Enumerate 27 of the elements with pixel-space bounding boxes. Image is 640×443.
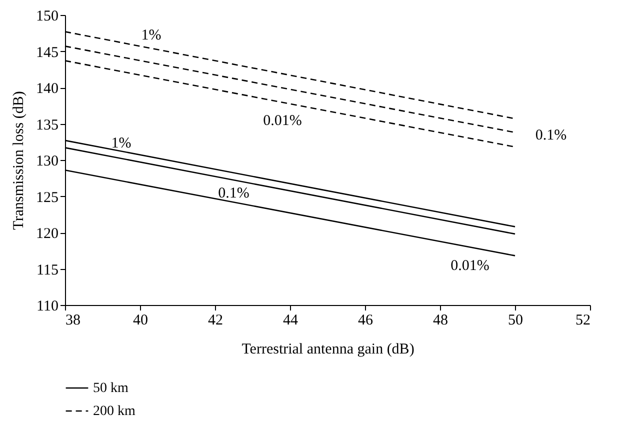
x-tick-label: 46: [358, 312, 374, 328]
y-tick-label: 135: [36, 117, 58, 134]
x-tick-label: 40: [133, 312, 148, 328]
y-tick-label: 150: [36, 8, 58, 24]
y-tick-label: 120: [36, 226, 58, 242]
x-tick-label: 50: [508, 312, 523, 328]
y-tick-label: 140: [36, 81, 58, 97]
x-tick-label: 38: [66, 312, 80, 328]
legend-label: 50 km: [93, 381, 128, 396]
y-tick-label: 130: [36, 154, 58, 170]
annotation: 0.01%: [450, 258, 490, 274]
y-tick-label: 115: [36, 262, 58, 278]
y-tick-label: 110: [36, 298, 58, 314]
x-tick-label: 48: [433, 312, 448, 328]
y-tick-label: 125: [36, 190, 58, 206]
x-tick-label: 42: [208, 312, 223, 328]
annotation: 1%: [141, 27, 162, 44]
x-tick-label: 52: [576, 312, 590, 328]
x-axis-title: Terrestrial antenna gain (dB): [242, 342, 414, 358]
legend-label: 200 km: [93, 404, 136, 419]
annotation: 0.1%: [218, 185, 250, 202]
y-axis-title: Transmission loss (dB): [11, 91, 27, 230]
annotation: 0.01%: [263, 113, 302, 129]
y-tick-label: 145: [36, 44, 58, 61]
annotation: 1%: [111, 135, 132, 152]
x-tick-label: 44: [283, 312, 298, 328]
annotation: 0.1%: [535, 127, 567, 144]
